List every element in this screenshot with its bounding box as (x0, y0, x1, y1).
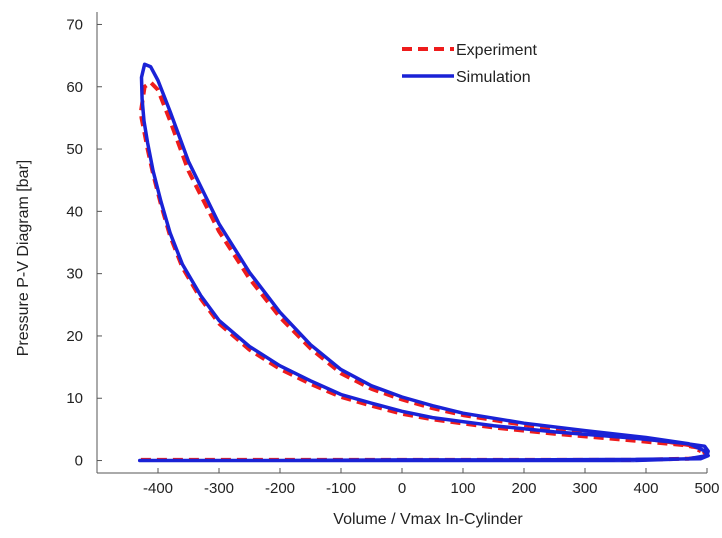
simulation-legend-label: Simulation (456, 69, 531, 86)
x-tick-label: -100 (326, 480, 356, 497)
y-tick-label: 10 (66, 390, 83, 407)
x-tick-label: 500 (694, 480, 719, 497)
y-tick-label: 50 (66, 141, 83, 158)
x-tick-label: -400 (143, 480, 173, 497)
experiment-series-line (138, 80, 708, 462)
x-tick-label: 400 (633, 480, 658, 497)
y-tick-label: 40 (66, 203, 83, 220)
series-layer (137, 62, 710, 463)
y-tick-label: 20 (66, 328, 83, 345)
y-tick-label: 0 (75, 453, 83, 470)
experiment-legend-label: Experiment (456, 42, 537, 59)
x-tick-label: 0 (398, 480, 406, 497)
y-tick-label: 70 (66, 16, 83, 33)
x-tick-label: 300 (572, 480, 597, 497)
x-tick-label: -300 (204, 480, 234, 497)
y-tick-label: 30 (66, 266, 83, 283)
simulation-series-line (137, 62, 710, 463)
x-tick-label: 200 (511, 480, 536, 497)
x-axis-label: Volume / Vmax In-Cylinder (333, 511, 523, 528)
y-axis-label: Pressure P-V Diagram [bar] (15, 160, 32, 357)
x-ticks: -400 -300 -200 -100 0 100 200 300 400 500 (143, 468, 720, 497)
x-tick-label: 100 (450, 480, 475, 497)
y-tick-label: 60 (66, 79, 83, 96)
y-ticks: 0 10 20 30 40 50 60 70 (66, 16, 102, 470)
legend: Experiment Simulation (402, 42, 537, 86)
x-tick-label: -200 (265, 480, 295, 497)
